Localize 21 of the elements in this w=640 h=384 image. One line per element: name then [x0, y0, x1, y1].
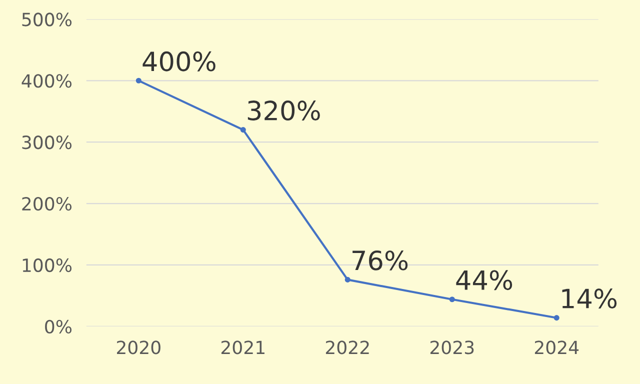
data-label: 76%	[352, 250, 408, 270]
data-label: 400%	[142, 51, 216, 72]
x-tick-label: 2022	[326, 340, 369, 354]
x-tick-label: 2020	[116, 340, 160, 354]
y-tick-label: 0%	[45, 320, 72, 334]
data-label: 14%	[562, 288, 617, 309]
data-label: 320%	[248, 100, 320, 121]
y-tick-label: 100%	[22, 258, 72, 272]
x-tick-label: 2024	[534, 340, 579, 354]
x-tick-label: 2021	[221, 340, 264, 354]
y-tick-label: 300%	[22, 136, 72, 150]
y-tick-label: 500%	[22, 12, 72, 26]
point	[136, 78, 142, 84]
point	[449, 296, 455, 302]
point	[344, 276, 350, 282]
data-label: 44%	[456, 270, 512, 290]
x-tick-label: 2023	[430, 340, 474, 354]
point	[554, 315, 560, 321]
y-tick-label: 400%	[22, 74, 72, 88]
y-tick-label: 200%	[22, 196, 72, 211]
point	[240, 127, 246, 133]
